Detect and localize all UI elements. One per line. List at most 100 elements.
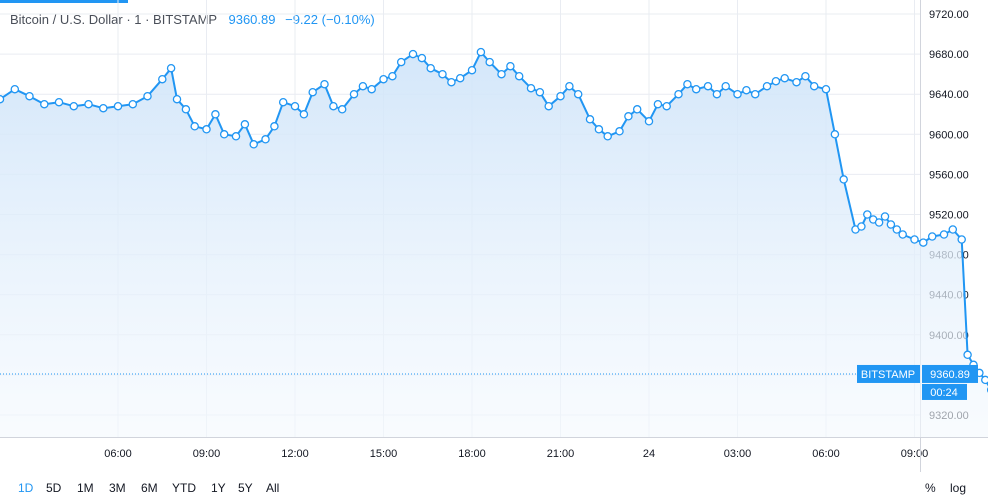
y-tick-label: 9520.00 [929, 209, 969, 221]
data-point [880, 212, 890, 221]
area-fill [0, 52, 988, 437]
data-point [830, 130, 840, 139]
data-point [644, 117, 654, 126]
data-point [10, 84, 20, 94]
data-point [565, 81, 574, 91]
data-point [742, 85, 751, 95]
x-tick-label: 18:00 [458, 448, 486, 460]
exchange-label: BITSTAMP [861, 369, 915, 381]
data-point [957, 235, 966, 244]
data-point [455, 73, 465, 83]
data-point [181, 105, 191, 114]
data-point [0, 94, 5, 104]
legend-price: 9360.89 [228, 12, 276, 27]
x-tick-label: 12:00 [281, 448, 309, 460]
data-point [674, 89, 683, 99]
x-tick-label: 09:00 [901, 448, 929, 460]
x-tick-label: 24 [643, 448, 655, 460]
data-point [190, 122, 199, 131]
data-point [703, 81, 713, 91]
data-point [721, 81, 730, 91]
percent-scale-toggle[interactable]: % [925, 481, 936, 495]
range-3m-button[interactable]: 3M [109, 481, 126, 495]
data-point [839, 175, 848, 184]
data-point [337, 105, 347, 114]
data-point [40, 99, 49, 109]
range-1y-button[interactable]: 1Y [211, 481, 226, 495]
data-point [99, 103, 108, 113]
data-point [771, 76, 781, 86]
data-point [910, 235, 919, 244]
data-point [485, 57, 494, 67]
data-point [750, 89, 760, 99]
data-point [603, 132, 612, 141]
last-price-label-bg [922, 364, 978, 383]
data-point [240, 120, 250, 129]
data-point [290, 101, 300, 111]
data-point [662, 101, 671, 111]
data-point [857, 222, 866, 231]
data-point [349, 89, 359, 99]
range-toolbar: 1D 5D 1M 3M 6M YTD 1Y 5Y All % log [0, 472, 988, 504]
range-ytd-button[interactable]: YTD [172, 481, 196, 495]
data-point [231, 132, 241, 141]
log-scale-toggle[interactable]: log [950, 481, 967, 495]
data-point [594, 125, 604, 134]
range-5d-button[interactable]: 5D [46, 481, 62, 495]
data-point [585, 115, 595, 124]
data-point [143, 91, 152, 101]
y-tick-label: 9600.00 [929, 129, 969, 141]
data-point [948, 225, 958, 234]
data-point [84, 99, 93, 109]
data-point [367, 84, 376, 94]
x-tick-label: 21:00 [547, 448, 575, 460]
data-point [158, 74, 167, 84]
data-point [514, 71, 524, 81]
data-point [379, 74, 388, 84]
data-point [358, 81, 368, 91]
data-point [939, 230, 949, 239]
range-1d-button[interactable]: 1D [18, 481, 34, 495]
data-point [874, 218, 884, 227]
data-point [467, 65, 477, 75]
data-point [892, 225, 902, 234]
range-all-button[interactable]: All [266, 481, 280, 495]
data-point [615, 127, 624, 136]
active-tab-indicator [0, 0, 128, 3]
data-point [476, 47, 486, 57]
countdown-label: 00:24 [930, 387, 958, 399]
data-point [683, 79, 692, 89]
data-point [447, 77, 456, 87]
x-tick-label: 03:00 [724, 448, 752, 460]
data-point [426, 63, 435, 73]
data-point [329, 101, 338, 111]
data-point [733, 89, 742, 99]
data-point [780, 73, 789, 83]
data-point [809, 81, 819, 91]
data-point [863, 210, 872, 219]
data-point [506, 61, 515, 71]
data-point [270, 122, 279, 131]
range-1m-button[interactable]: 1M [77, 481, 94, 495]
y-tick-label: 9680.00 [929, 49, 969, 61]
range-5y-button[interactable]: 5Y [238, 481, 253, 495]
range-6m-button[interactable]: 6M [141, 481, 158, 495]
data-point [128, 99, 138, 109]
data-point [535, 87, 545, 97]
x-tick-label: 15:00 [370, 448, 398, 460]
data-point [320, 79, 329, 89]
data-point [202, 125, 211, 134]
data-point [166, 63, 176, 73]
data-point [113, 101, 123, 111]
data-point [544, 101, 553, 111]
y-tick-label: 9640.00 [929, 89, 969, 101]
price-chart[interactable]: 9320.009360.009400.009440.009480.009520.… [0, 0, 988, 472]
data-point [417, 53, 427, 63]
data-point [653, 99, 663, 109]
data-point [261, 135, 270, 144]
data-point [54, 97, 64, 107]
y-tick-label: 9720.00 [929, 9, 969, 21]
data-point [821, 84, 831, 94]
data-point [526, 83, 536, 93]
symbol-title: Bitcoin / U.S. Dollar · 1 · BITSTAMP [10, 12, 217, 27]
